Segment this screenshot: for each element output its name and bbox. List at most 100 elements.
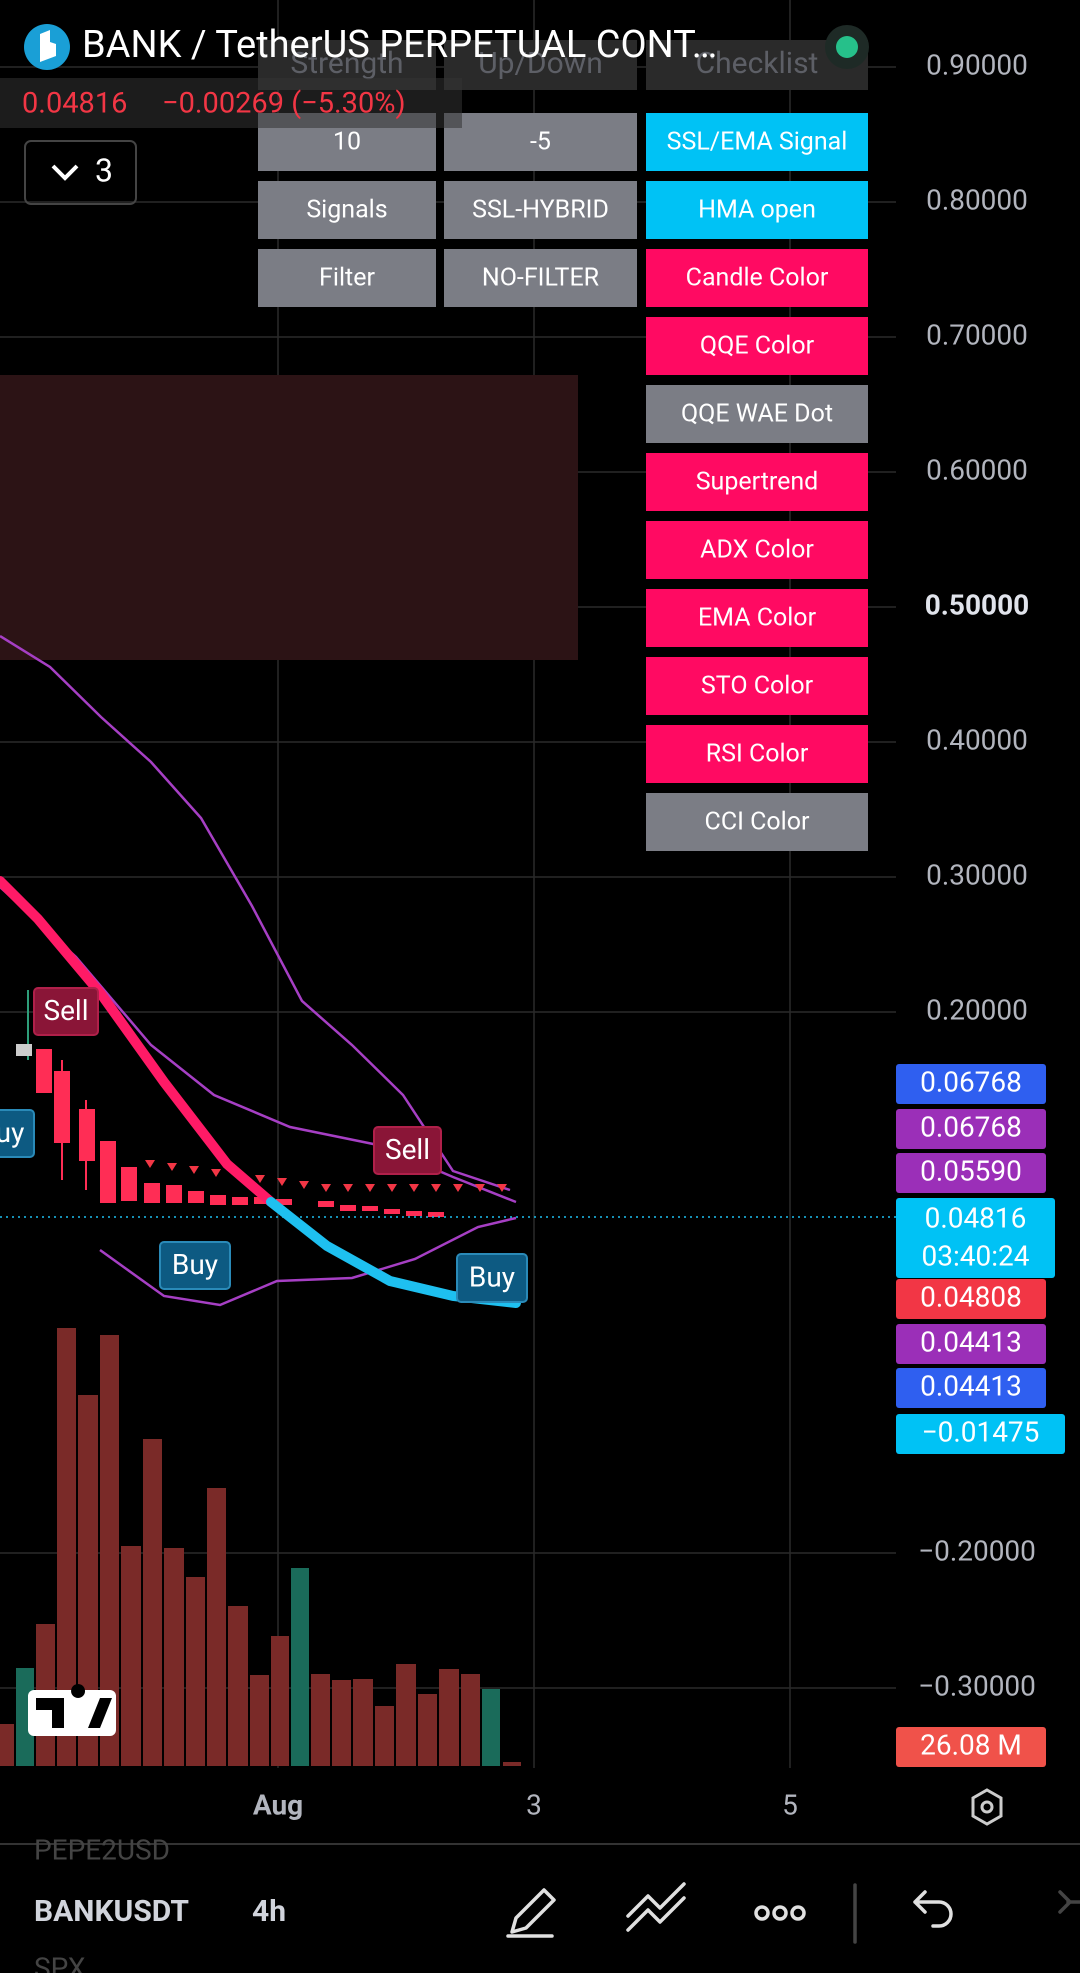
checklist-label: ADX Color: [700, 536, 814, 565]
table-header: Strength: [290, 46, 403, 81]
table-cell: [258, 249, 436, 307]
price-badge: [896, 1727, 1046, 1767]
checklist-cell: [646, 521, 868, 579]
settings-icon[interactable]: [971, 1788, 1003, 1826]
checklist-label: QQE WAE Dot: [681, 400, 833, 429]
price-badge-label: 0.04413: [920, 1325, 1022, 1358]
signal-label: Buy: [172, 1248, 218, 1281]
signal-dot: [431, 1184, 441, 1192]
signal-dot: [365, 1184, 375, 1192]
settings-table: Strength Up/Down Checklist 10 -5 Signals SSL-H…: [258, 40, 868, 851]
price-badge: [896, 1368, 1046, 1408]
price-badge-label: −0.01475: [922, 1415, 1040, 1448]
signal-label-bg: [159, 1241, 231, 1290]
price-badge: [896, 1414, 1065, 1454]
signal-label-bg: [456, 1253, 528, 1303]
price-badge-timer: 03:40:24: [922, 1239, 1030, 1272]
checklist-label: EMA Color: [698, 604, 817, 633]
price-label: 0.70000: [926, 318, 1028, 351]
volume: [0, 1328, 521, 1766]
symbol-icon-glyph: [40, 30, 56, 62]
signal-dot: [255, 1175, 265, 1183]
toolbar-symbol[interactable]: BANKUSDT: [34, 1894, 189, 1929]
table-header: Checklist: [696, 46, 819, 81]
signal-dot: [475, 1184, 485, 1192]
signal-dot: [343, 1184, 353, 1192]
redo[interactable]: [1058, 1890, 1080, 1914]
price-label: −0.20000: [918, 1534, 1036, 1567]
symbol-faded: PEPE2USD: [34, 1833, 170, 1866]
signals: Sell uy Sell Buy Buy: [0, 987, 528, 1303]
checklist-cell: [646, 249, 868, 307]
signal-label-bg: [373, 1126, 442, 1175]
checklist-label: CCI Color: [705, 808, 810, 837]
checklist-cell: [646, 793, 868, 851]
signal-dot: [211, 1169, 221, 1177]
price-badge-label: 0.05590: [920, 1154, 1022, 1187]
time-axis: Aug 3 5: [253, 1788, 798, 1821]
toolbar-icons: [506, 1882, 1080, 1944]
signal-label-bg: [0, 1109, 35, 1158]
tv-logo: [28, 1684, 116, 1736]
table-cell: [444, 113, 637, 171]
price-badge: [896, 1109, 1046, 1149]
table-cell: [444, 181, 637, 239]
signal-dot: [409, 1184, 419, 1192]
status-dot: [836, 36, 858, 58]
signal-dot: [497, 1184, 507, 1192]
table-cell-text: SSL-HYBRID: [472, 196, 609, 225]
signal-dot: [167, 1163, 177, 1171]
price-label: 0.50000: [925, 588, 1030, 621]
checklist-label: HMA open: [698, 196, 816, 225]
checklist-label: Candle Color: [686, 264, 829, 293]
price-label: 0.80000: [926, 183, 1028, 216]
price-badge-label: 0.04413: [920, 1369, 1022, 1402]
price-label: 0.30000: [926, 858, 1028, 891]
draw-tool[interactable]: [506, 1888, 556, 1938]
signal-label: uy: [0, 1116, 24, 1149]
table-cell-text: Filter: [319, 264, 375, 293]
checklist-label: RSI Color: [706, 740, 809, 769]
checklist-cell: [646, 725, 868, 783]
time-label: Aug: [253, 1788, 303, 1821]
checklist-label: SSL/EMA Signal: [667, 128, 848, 157]
signal-dot: [453, 1184, 463, 1192]
checklist-cell: [646, 589, 868, 647]
signal-dot: [299, 1181, 309, 1189]
indicator-count: 3: [95, 151, 113, 189]
trend-down: [0, 876, 276, 1207]
zone: [0, 375, 578, 660]
chevron: [51, 164, 79, 181]
price-label: 0.90000: [926, 48, 1028, 81]
undo[interactable]: [913, 1890, 953, 1928]
signal-dot: [387, 1184, 397, 1192]
price-badge-label: 26.08 M: [920, 1728, 1022, 1761]
checklist-cell: [646, 453, 868, 511]
price-label: 0.20000: [926, 993, 1028, 1026]
more[interactable]: [754, 1905, 770, 1921]
price-badge: [896, 1324, 1046, 1364]
indicator-toggle[interactable]: [24, 140, 137, 205]
toolbar: [0, 1862, 1080, 1957]
checklist-cell: [646, 113, 868, 171]
signal-dot: [145, 1160, 155, 1168]
price-badge-label: 0.06768: [920, 1065, 1022, 1098]
time-label: 3: [526, 1788, 542, 1821]
trend-tool[interactable]: [626, 1882, 686, 1932]
price-label: 0.40000: [926, 723, 1028, 756]
table-cell-text: -5: [530, 128, 551, 157]
table-cell-text: 10: [333, 128, 361, 157]
checklist-cell: [646, 657, 868, 715]
price-badge: [896, 1064, 1046, 1104]
price-badge-label: 0.06768: [920, 1110, 1022, 1143]
settings-icon-dot: [980, 1800, 994, 1814]
time-label: 5: [782, 1788, 798, 1821]
price-change: −0.00269 (−5.30%): [162, 87, 406, 121]
signal-label: Sell: [43, 994, 88, 1027]
toolbar-interval[interactable]: 4h: [252, 1894, 286, 1929]
price-badge-label: 0.04816: [925, 1201, 1027, 1234]
symbol-title[interactable]: BANK / TetherUS PERPETUAL CONT…: [82, 23, 717, 67]
table-header: Up/Down: [478, 46, 603, 81]
